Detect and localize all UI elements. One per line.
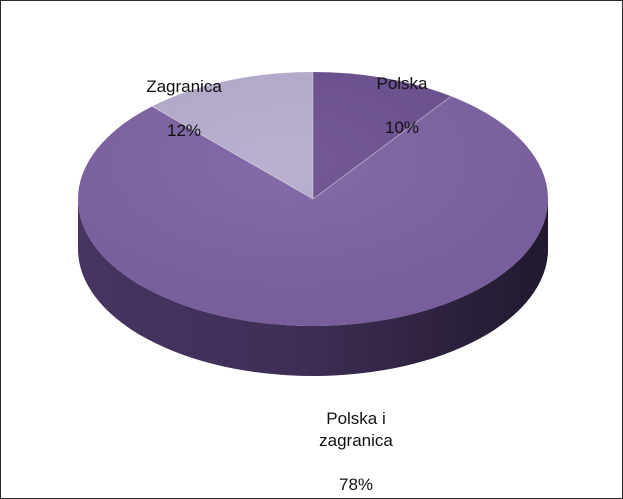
pie-top-layer [77, 72, 548, 326]
pie-separator-layer [151, 72, 452, 200]
label-polska-i-zagranica-name: Polska i zagranica [319, 409, 393, 450]
pie-separator-polska-i-zagranica [312, 95, 452, 200]
label-zagranica: Zagranica 12% [129, 54, 239, 142]
pie-separator-zagranica [151, 105, 314, 200]
label-polska-value: 10% [384, 118, 420, 137]
label-polska-name: Polska [376, 74, 428, 93]
label-polska-i-zagranica-value: 78% [338, 475, 374, 494]
label-polska-i-zagranica: Polska i zagranica 78% [301, 386, 411, 496]
pie-top-sheen [78, 72, 548, 326]
pie-side-polska-i-zagranica-shade [78, 199, 548, 376]
label-polska: Polska 10% [357, 51, 447, 139]
pie-side-layer [78, 199, 548, 376]
label-zagranica-name: Zagranica [146, 77, 222, 96]
label-zagranica-value: 12% [166, 121, 202, 140]
